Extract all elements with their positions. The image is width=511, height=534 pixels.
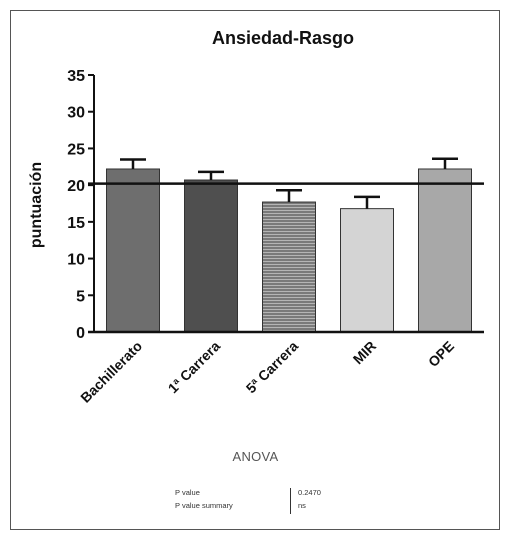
chart-title: Ansiedad-Rasgo [212, 28, 354, 48]
y-tick-label: 25 [67, 141, 85, 158]
y-tick-label: 15 [67, 215, 85, 232]
y-tick-label: 20 [67, 178, 85, 195]
y-tick-label: 5 [76, 288, 85, 305]
bar [184, 179, 238, 333]
stats-row: P value summary ns [0, 501, 511, 513]
bar [106, 168, 160, 333]
x-tick-label: OPE [425, 338, 457, 370]
stats-row: P value 0.2470 [0, 488, 511, 500]
x-tick-label: MIR [350, 338, 379, 367]
stats-label: P value summary [175, 501, 233, 510]
y-tick-label: 0 [76, 325, 85, 342]
bar [418, 168, 472, 333]
x-tick-label: 1ª Carrera [165, 338, 224, 397]
x-tick-label: Bachillerato [77, 338, 145, 406]
y-tick-label: 30 [67, 105, 85, 122]
anova-title: ANOVA [232, 449, 279, 464]
y-tick-label: 10 [67, 252, 85, 269]
bar [340, 208, 394, 333]
y-axis-label: puntuación [28, 162, 45, 248]
bar [262, 201, 316, 333]
y-tick-label: 35 [67, 68, 85, 85]
x-tick-label: 5ª Carrera [243, 338, 302, 397]
stats-label: P value [175, 488, 200, 497]
stats-divider [290, 488, 291, 514]
stats-value: ns [298, 501, 306, 510]
stats-value: 0.2470 [298, 488, 321, 497]
